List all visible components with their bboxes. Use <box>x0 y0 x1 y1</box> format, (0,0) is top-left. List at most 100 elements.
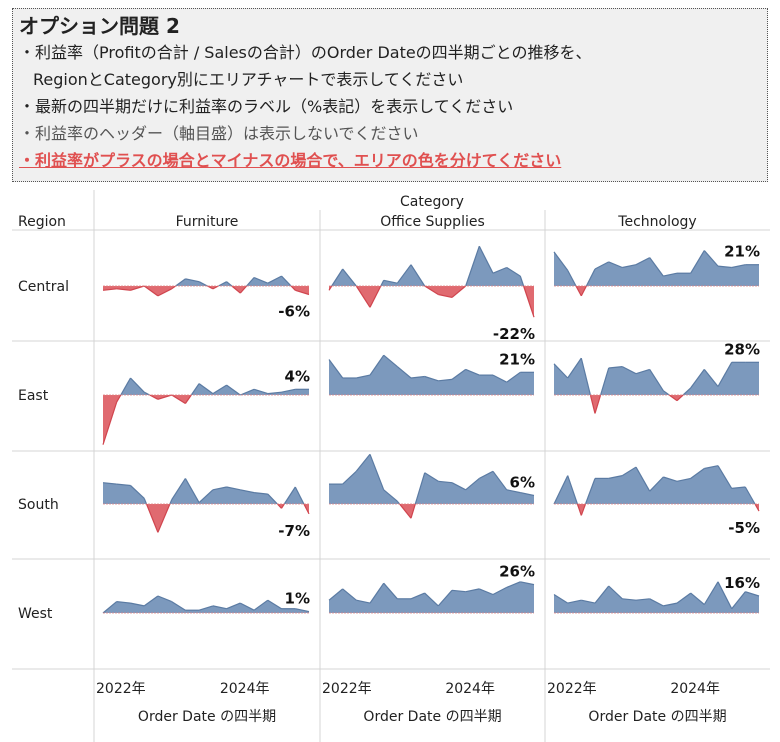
series-line <box>267 391 282 395</box>
series-line <box>246 277 255 287</box>
series-line <box>331 268 344 287</box>
positive-area <box>329 355 534 395</box>
series-line <box>198 281 208 287</box>
area-series <box>102 377 309 445</box>
series-line <box>575 285 582 297</box>
series-line <box>226 602 241 610</box>
area-series <box>553 250 759 297</box>
positive-area <box>103 276 309 286</box>
series-line <box>267 599 282 610</box>
series-line <box>424 285 439 296</box>
series-line <box>130 377 145 393</box>
series-line <box>130 602 145 607</box>
series-line <box>143 595 159 607</box>
series-line <box>479 588 494 596</box>
series-line <box>717 465 733 489</box>
series-line <box>635 598 650 601</box>
series-line <box>356 599 371 604</box>
series-line <box>676 394 684 402</box>
series-line <box>295 289 310 296</box>
series-line <box>437 589 453 607</box>
series-line <box>690 468 705 479</box>
series-line <box>102 601 118 614</box>
series-line <box>754 503 760 512</box>
series-line <box>717 265 732 269</box>
series-line <box>410 503 416 519</box>
series-line <box>438 293 453 298</box>
negative-area <box>103 504 309 533</box>
x-tick-label: 2024年 <box>220 681 270 697</box>
series-line <box>690 250 705 274</box>
area-series <box>329 453 535 519</box>
series-line <box>703 581 719 605</box>
series-line <box>608 261 623 269</box>
series-line <box>239 285 248 294</box>
series-line <box>281 388 296 393</box>
series-line <box>175 278 186 287</box>
area-series <box>328 581 535 614</box>
series-line <box>717 362 733 387</box>
series-line <box>355 285 371 308</box>
series-line <box>585 268 596 287</box>
positive-area <box>329 581 534 613</box>
series-line <box>594 261 609 270</box>
series-line <box>253 388 268 395</box>
series-line <box>584 478 596 505</box>
series-line <box>290 285 296 291</box>
series-line <box>190 383 200 396</box>
series-line <box>451 589 466 593</box>
x-tick-label: 2022年 <box>547 681 597 697</box>
series-line <box>506 581 521 588</box>
series-line <box>198 489 214 504</box>
series-line <box>451 285 467 298</box>
latest-quarter-label: 16% <box>724 574 760 592</box>
series-line <box>355 453 371 472</box>
area-series <box>328 354 534 396</box>
series-line <box>369 285 382 308</box>
series-line <box>207 285 214 290</box>
series-line <box>169 499 173 505</box>
latest-quarter-label: -5% <box>728 519 760 537</box>
series-line <box>283 486 296 505</box>
series-line <box>267 275 282 284</box>
series-line <box>328 588 344 601</box>
series-line <box>171 285 176 290</box>
positive-area <box>329 246 534 286</box>
series-line <box>120 377 132 396</box>
series-line <box>383 279 398 284</box>
series-line <box>342 588 357 601</box>
series-line <box>731 264 746 269</box>
series-line <box>668 394 678 402</box>
series-line <box>212 605 227 610</box>
series-line <box>102 288 117 291</box>
series-line <box>171 601 186 611</box>
series-line <box>553 251 569 271</box>
series-line <box>294 486 305 505</box>
series-line <box>465 477 480 491</box>
series-line <box>479 470 494 479</box>
series-line <box>608 366 623 369</box>
series-line <box>130 285 145 291</box>
series-line <box>295 608 310 613</box>
series-line <box>226 486 241 491</box>
latest-quarter-label: -22% <box>493 325 535 343</box>
series-line <box>185 278 200 283</box>
x-axis-title: Order Date の四半期 <box>588 709 726 725</box>
series-line <box>253 599 269 611</box>
series-line <box>594 585 610 604</box>
series-line <box>663 272 678 277</box>
series-line <box>589 394 596 414</box>
series-line <box>451 482 466 491</box>
negative-area <box>329 504 534 519</box>
x-axis-title: Order Date の四半期 <box>138 709 276 725</box>
series-line <box>676 477 691 482</box>
series-line <box>171 478 186 501</box>
series-line <box>396 264 412 284</box>
series-line <box>581 599 596 604</box>
positive-area <box>554 250 759 286</box>
task-line-5: ・利益率がプラスの場合とマイナスの場合で、エリアの色を分けてください <box>19 151 562 170</box>
series-line <box>649 369 664 392</box>
positive-area <box>103 478 309 504</box>
category-header-title: Category <box>400 194 464 210</box>
series-line <box>553 363 569 379</box>
